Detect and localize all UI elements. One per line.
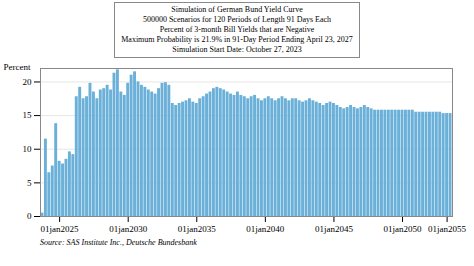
svg-text:01jan2030: 01jan2030	[109, 224, 147, 234]
svg-text:01jan2025: 01jan2025	[41, 224, 79, 234]
html-text:Source: SAS Institute Inc., De: Source: SAS Institute Inc., Deutsche Bun…	[40, 238, 197, 247]
svg-text:10: 10	[23, 144, 33, 154]
html-text:Simulation of German Bund Yiel: Simulation of German Bund Yield Curve 50…	[121, 5, 353, 54]
svg-text:01jan2050: 01jan2050	[384, 224, 422, 234]
svg-text:01jan2045: 01jan2045	[315, 224, 353, 234]
svg-text:5: 5	[27, 178, 32, 188]
svg-text:01jan2035: 01jan2035	[178, 224, 216, 234]
svg-text:0: 0	[27, 211, 32, 221]
svg-text:15: 15	[23, 110, 33, 120]
svg-text:Percent: Percent	[4, 62, 31, 72]
svg-text:20: 20	[23, 77, 33, 87]
svg-text:01jan2055: 01jan2055	[428, 224, 466, 234]
svg-text:01jan2040: 01jan2040	[246, 224, 284, 234]
